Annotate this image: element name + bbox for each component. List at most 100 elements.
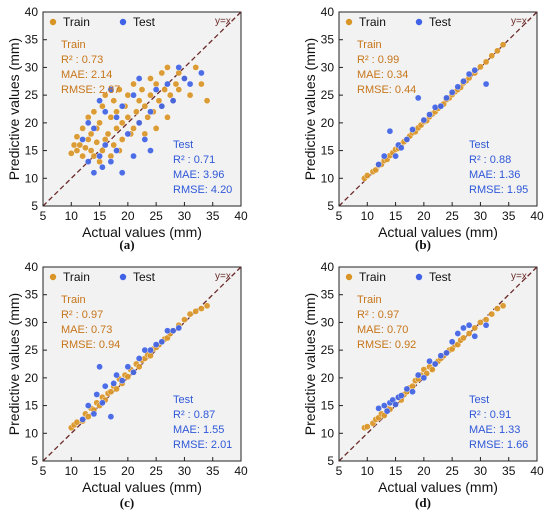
x-tick-label: 5: [40, 209, 47, 223]
x-axis-label: Actual values (mm): [378, 479, 498, 495]
point-test: [90, 410, 98, 418]
point-train: [87, 130, 95, 138]
train-mae: MAE: 2.14: [61, 69, 112, 81]
point-test: [383, 407, 391, 415]
point-train: [152, 80, 160, 88]
point-test: [107, 413, 115, 420]
y-tick-label: 15: [25, 399, 39, 413]
test-metrics-title: Test: [469, 394, 489, 406]
legend-marker-test: [119, 18, 127, 26]
point-train: [192, 64, 200, 71]
x-axis-label: Actual values (mm): [378, 224, 498, 240]
reference-line-label: y=x: [215, 271, 231, 282]
point-test: [437, 352, 445, 359]
test-r2: R² : 0.71: [173, 154, 215, 166]
x-tick-label: 25: [445, 464, 459, 478]
point-train: [477, 319, 484, 326]
point-train: [110, 97, 118, 104]
reference-line-label: y=x: [511, 16, 527, 27]
y-tick-label: 25: [25, 343, 39, 357]
point-train: [186, 310, 194, 318]
x-tick-label: 40: [530, 209, 544, 223]
test-metrics-title: Test: [469, 139, 489, 151]
series-test: [375, 66, 490, 168]
point-test: [101, 382, 109, 390]
point-train: [471, 324, 479, 332]
point-test: [99, 399, 106, 407]
x-tick-label: 15: [389, 209, 403, 223]
point-train: [96, 158, 103, 165]
x-tick-label: 40: [234, 464, 248, 478]
point-train: [113, 385, 120, 393]
legend-label-train: Train: [63, 15, 90, 29]
y-tick-label: 40: [25, 260, 39, 274]
x-tick-label: 30: [474, 464, 488, 478]
x-tick-label: 10: [65, 464, 79, 478]
x-tick-label: 35: [502, 209, 516, 223]
legend-label-test: Test: [133, 270, 156, 284]
train-mae: MAE: 0.34: [357, 69, 408, 81]
reference-line-label: y=x: [215, 16, 231, 27]
legend-label-train: Train: [63, 270, 90, 284]
point-train: [73, 147, 81, 154]
reference-line-y-equals-x: [42, 11, 242, 207]
point-test: [482, 80, 490, 88]
point-test: [107, 158, 115, 165]
test-rmse: RMSE: 1.95: [469, 184, 528, 196]
point-train: [141, 130, 149, 138]
point-train: [82, 144, 89, 152]
point-train: [107, 388, 115, 396]
x-tick-label: 40: [234, 209, 248, 223]
point-test: [409, 126, 416, 133]
y-tick-label: 40: [321, 5, 335, 19]
point-train: [494, 305, 501, 312]
point-train: [147, 75, 154, 82]
point-train: [482, 316, 490, 323]
scatter-panel-2: y=x 5 10 15 20 25 30 35 40 5 10 15 20 25 30 35 40 Actual …: [6, 260, 248, 510]
point-test: [84, 402, 92, 409]
point-test: [110, 380, 118, 387]
legend-label-train: Train: [359, 15, 386, 29]
point-train: [113, 125, 120, 132]
point-train: [147, 352, 154, 359]
point-test: [454, 330, 462, 337]
point-train: [465, 330, 473, 337]
point-train: [135, 363, 143, 371]
point-test: [141, 136, 149, 143]
train-rmse: RMSE: 0.44: [357, 84, 416, 96]
point-train: [113, 108, 120, 116]
point-train: [116, 86, 123, 93]
point-train: [147, 91, 154, 99]
point-train: [96, 119, 103, 127]
point-test: [397, 392, 405, 399]
panel-caption: (d): [415, 495, 431, 510]
point-test: [147, 346, 154, 354]
point-test: [386, 127, 394, 135]
x-tick-label: 20: [417, 464, 431, 478]
point-train: [84, 413, 92, 420]
point-test: [414, 94, 422, 102]
point-train: [144, 114, 151, 121]
point-test: [420, 116, 428, 124]
train-metrics-title: Train: [357, 294, 382, 306]
point-test: [130, 152, 137, 160]
y-axis-label: Predictive values (mm): [302, 38, 318, 180]
point-test: [397, 144, 405, 152]
test-r2: R² : 0.88: [469, 154, 511, 166]
point-test: [130, 91, 137, 99]
point-train: [198, 80, 205, 88]
point-test: [158, 338, 166, 346]
point-test: [147, 147, 154, 154]
legend-marker-train: [345, 18, 353, 26]
point-test: [113, 371, 120, 379]
test-mae: MAE: 1.36: [469, 169, 520, 181]
point-train: [477, 63, 484, 71]
point-train: [107, 152, 115, 160]
legend-marker-train: [49, 273, 57, 281]
x-tick-label: 25: [149, 209, 163, 223]
y-tick-label: 15: [321, 399, 335, 413]
x-tick-label: 15: [93, 464, 107, 478]
point-train: [363, 172, 371, 179]
point-test: [443, 94, 450, 102]
train-r2: R² : 0.99: [357, 54, 399, 66]
